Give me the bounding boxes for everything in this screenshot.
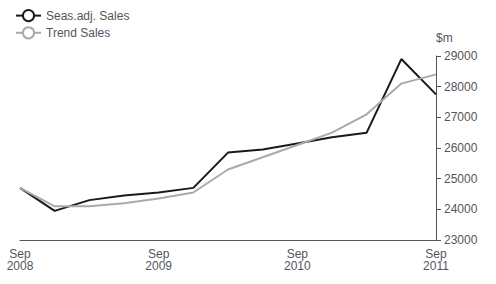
svg-text:Sep: Sep	[425, 247, 447, 261]
svg-text:26000: 26000	[444, 141, 478, 155]
svg-text:2008: 2008	[7, 259, 34, 273]
svg-text:27000: 27000	[444, 110, 478, 124]
svg-text:$m: $m	[436, 31, 453, 45]
svg-text:29000: 29000	[444, 49, 478, 63]
svg-text:Trend Sales: Trend Sales	[46, 26, 110, 40]
svg-text:24000: 24000	[444, 202, 478, 216]
svg-text:Sep: Sep	[286, 247, 308, 261]
svg-text:2010: 2010	[284, 259, 311, 273]
svg-text:Sep: Sep	[148, 247, 170, 261]
svg-text:Seas.adj. Sales: Seas.adj. Sales	[46, 9, 129, 23]
svg-text:Sep: Sep	[9, 247, 31, 261]
svg-text:23000: 23000	[444, 233, 478, 247]
svg-text:25000: 25000	[444, 172, 478, 186]
svg-text:2011: 2011	[423, 259, 449, 273]
svg-text:2009: 2009	[145, 259, 172, 273]
svg-text:28000: 28000	[444, 80, 478, 94]
